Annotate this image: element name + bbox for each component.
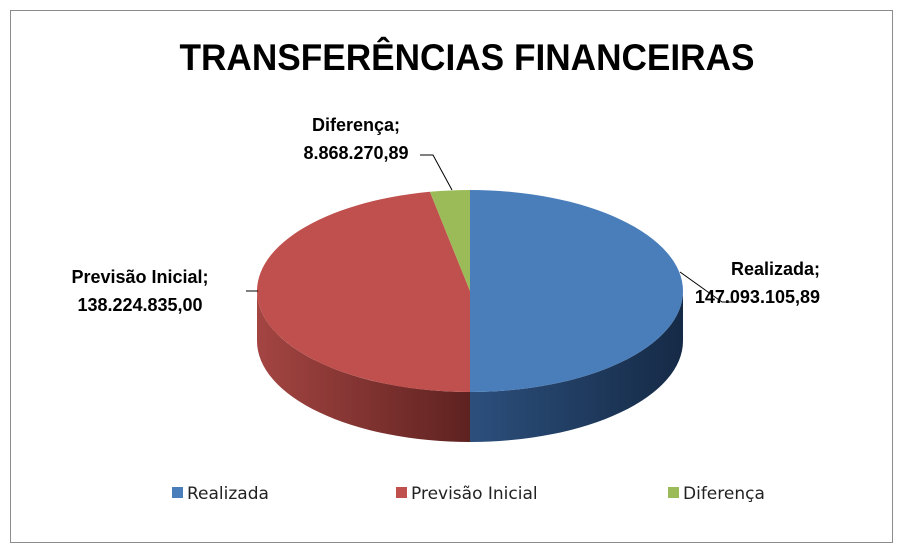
category-name: Diferença — [312, 115, 395, 135]
legend-label: Diferença — [683, 484, 765, 504]
data-label: 8.868.270,89 — [303, 143, 408, 163]
separator: ; — [814, 259, 820, 279]
category-name: Previsão Inicial — [71, 267, 202, 287]
legend-swatch — [668, 487, 679, 498]
pie-slice — [429, 190, 470, 291]
leader-line — [420, 154, 453, 191]
pie-slice — [257, 191, 470, 392]
data-label-name: Diferença; — [312, 115, 400, 135]
data-label: 147.093.105,89 — [695, 287, 820, 307]
legend-label: Realizada — [187, 484, 269, 504]
data-label: 138.224.835,00 — [77, 295, 202, 315]
leader-line — [679, 271, 734, 303]
separator: ; — [203, 267, 209, 287]
pie-slice — [470, 190, 683, 392]
legend-swatch — [396, 487, 407, 498]
legend-label: Previsão Inicial — [411, 484, 538, 504]
separator: ; — [394, 115, 400, 135]
pie-side — [470, 291, 683, 442]
data-label-name: Previsão Inicial; — [71, 267, 208, 287]
legend-swatch — [172, 487, 183, 498]
pie-side — [257, 291, 470, 442]
data-label-name: Realizada; — [731, 259, 820, 279]
category-name: Realizada — [731, 259, 815, 279]
chart-title: TRANSFERÊNCIAS FINANCEIRAS — [180, 36, 755, 78]
